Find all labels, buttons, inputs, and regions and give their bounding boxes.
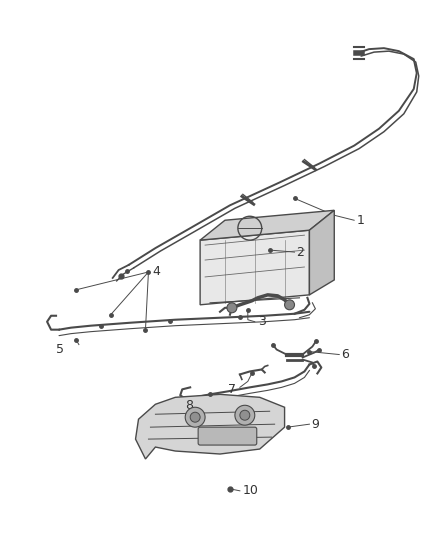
Circle shape [227,303,237,313]
Polygon shape [135,394,285,459]
Text: 4: 4 [152,265,160,278]
Text: 5: 5 [56,343,64,356]
Text: 9: 9 [311,418,319,431]
FancyBboxPatch shape [198,427,257,445]
Text: 6: 6 [341,348,349,361]
Polygon shape [309,211,334,295]
Circle shape [235,405,255,425]
Text: 3: 3 [258,315,265,328]
Text: 1: 1 [357,214,365,227]
Polygon shape [200,230,309,305]
Circle shape [285,300,294,310]
Circle shape [240,410,250,420]
Polygon shape [200,211,334,240]
Text: 2: 2 [297,246,304,259]
Text: 7: 7 [228,383,236,396]
Text: 8: 8 [185,399,193,412]
Text: 10: 10 [243,484,259,497]
Circle shape [190,412,200,422]
Circle shape [185,407,205,427]
